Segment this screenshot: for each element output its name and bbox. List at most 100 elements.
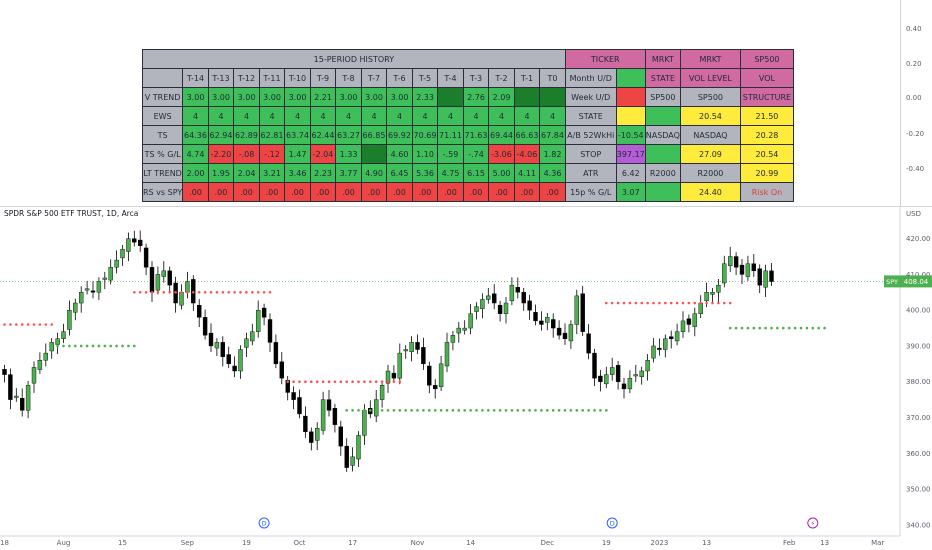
candle-body [486, 295, 491, 300]
candle-body [433, 385, 438, 390]
candle-body [161, 270, 167, 277]
candle [610, 357, 615, 381]
stop_red-dot [333, 380, 337, 384]
candle [751, 254, 756, 277]
history-cell: -2.04 [309, 144, 337, 164]
summary-cell: MRKT [679, 49, 741, 69]
stop_green-dot [62, 344, 65, 348]
candle [2, 364, 7, 383]
stop_green-dot [398, 409, 402, 412]
candle-body [25, 385, 31, 411]
pane-divider[interactable] [0, 206, 932, 207]
candle [220, 336, 226, 367]
history-cell: 64.36 [182, 125, 209, 145]
history-cell: -4.06 [513, 144, 541, 164]
candle [167, 266, 172, 294]
stop_red-dot [669, 301, 673, 305]
stop_red-dot [327, 380, 331, 384]
history-cell: 66.63 [513, 125, 541, 145]
summary-cell: NASDAQ [644, 125, 681, 145]
candle-body [674, 331, 680, 342]
stop_green-dot [115, 344, 118, 348]
stop_red-dot [233, 290, 236, 294]
stop_red-dot [369, 380, 372, 384]
candle [226, 346, 231, 369]
stop_green-dot [728, 326, 732, 330]
history-cell: 4.11 [513, 163, 541, 183]
candle [598, 369, 603, 392]
candle [202, 309, 208, 340]
stop_red-dot [610, 301, 614, 305]
history-cell [360, 144, 388, 164]
candle [486, 287, 491, 304]
stop_red-dot [209, 290, 213, 294]
period-header: T-12 [233, 68, 260, 88]
stop_green-dot [605, 409, 608, 412]
candle-body [680, 320, 686, 332]
history-cell: 62.81 [258, 125, 286, 145]
candle-body [751, 263, 756, 272]
summary-cell: 24.40 [679, 182, 741, 202]
candle [374, 389, 379, 423]
candle-body [421, 347, 426, 365]
y-tick-label: 340.00 [906, 521, 931, 529]
candle-body [651, 345, 656, 359]
candle [78, 286, 84, 313]
candle [739, 259, 745, 285]
history-cell: 3.00 [284, 87, 311, 107]
candle [633, 364, 638, 383]
candle-body [663, 338, 668, 350]
period-header: T-11 [258, 68, 286, 88]
candle [733, 252, 739, 276]
summary-cell: 20.54 [739, 144, 794, 164]
candle [415, 334, 420, 354]
candle-body [244, 338, 249, 348]
candle-body [409, 342, 414, 352]
candle-body [196, 304, 202, 318]
candle [256, 300, 261, 338]
candle [586, 324, 591, 360]
candle-body [356, 435, 361, 460]
stop_red-dot [162, 290, 166, 294]
candle [344, 438, 349, 472]
stop_red-dot [315, 380, 319, 384]
candle [409, 336, 414, 362]
stop_red-dot [321, 380, 325, 384]
candle [315, 422, 320, 451]
history-cell: 3.00 [182, 87, 209, 107]
history-cell: 70.69 [411, 125, 439, 145]
candle-body [309, 431, 314, 443]
candle-body [226, 354, 231, 365]
summary-cell: SP500 [644, 87, 681, 107]
indicator-axis-tick: 0.00 [906, 94, 922, 102]
stop_green-dot [587, 409, 590, 412]
candle [143, 243, 149, 276]
candle [114, 250, 119, 274]
candle-body [84, 288, 90, 291]
candle-body [633, 374, 638, 377]
summary-cell: Risk On [739, 182, 794, 202]
candle-body [562, 332, 568, 340]
candle [149, 261, 155, 302]
history-cell: 4 [207, 106, 235, 126]
stop_green-dot [103, 344, 107, 348]
last-price-badge [900, 275, 932, 288]
stop_green-dot [369, 409, 372, 412]
history-cell: 4 [233, 106, 260, 126]
stop_red-dot [138, 290, 142, 294]
x-tick-label: Nov [411, 539, 425, 547]
history-cell: 6.45 [386, 163, 413, 183]
candle-body [149, 267, 155, 293]
stop_red-dot [380, 380, 384, 384]
period-header: T-8 [335, 68, 362, 88]
history-cell: 5.00 [488, 163, 515, 183]
candle [686, 314, 692, 333]
history-cell: 67.84 [539, 125, 566, 145]
stop_green-dot [557, 409, 561, 412]
currency-label: USD [906, 210, 921, 218]
stop_red-dot [392, 380, 396, 384]
candle [456, 321, 461, 343]
stop_red-dot [357, 380, 360, 384]
stop_green-dot [782, 326, 785, 330]
